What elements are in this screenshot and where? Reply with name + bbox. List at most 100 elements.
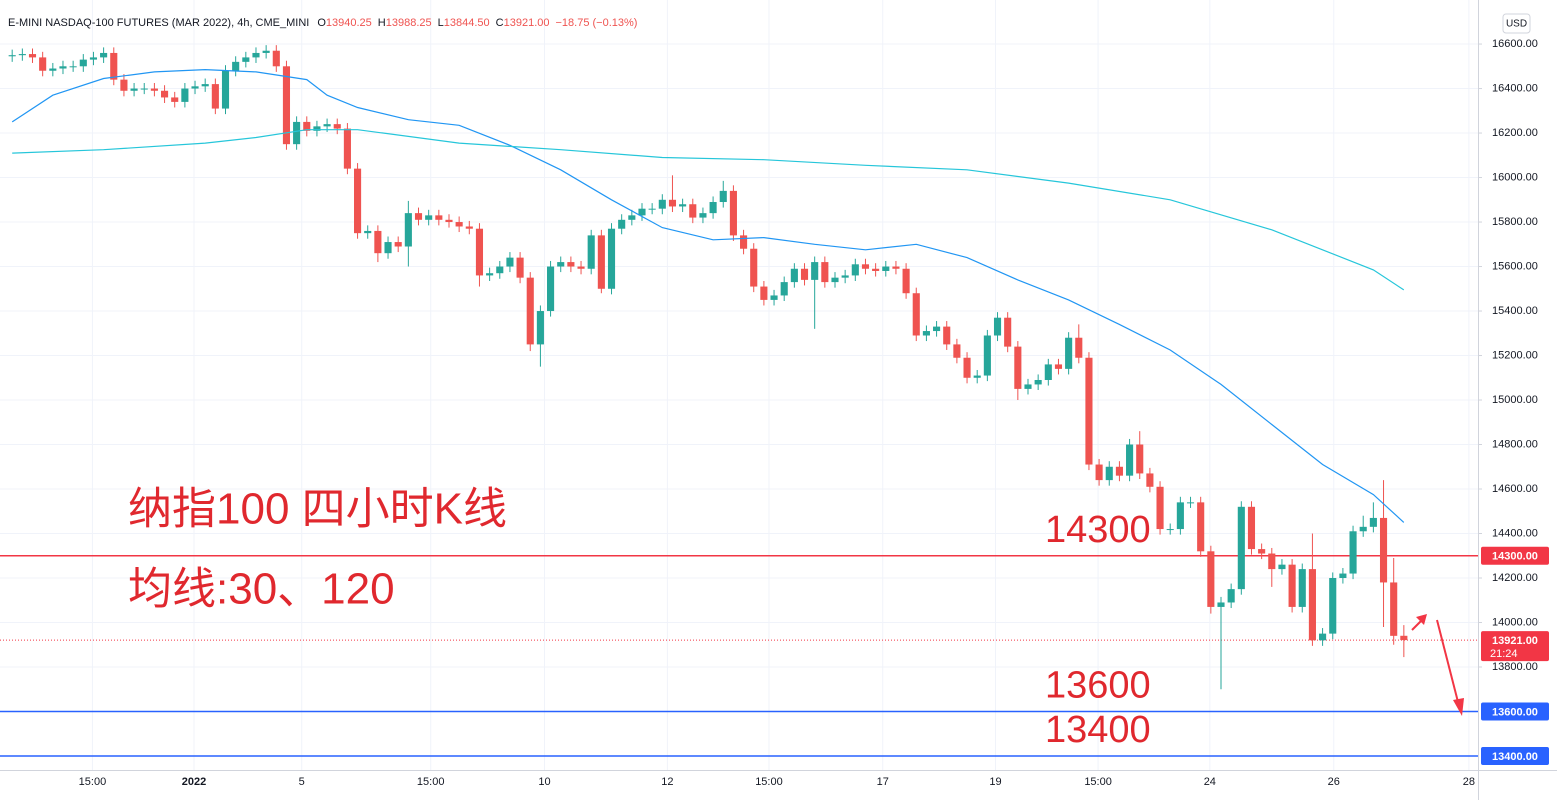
ohlc-value: 13940.25: [326, 17, 372, 29]
candle-body: [1115, 466, 1123, 476]
candle-body: [333, 124, 341, 129]
candle-body: [861, 264, 870, 269]
y-tick-label: 16600.00: [1492, 38, 1538, 50]
arrow-head: [1416, 614, 1427, 625]
candle-body: [1227, 589, 1235, 603]
candle-body: [1024, 384, 1032, 389]
x-tick-label: 5: [299, 776, 305, 788]
candle-body: [963, 357, 971, 378]
countdown: 21:24: [1490, 648, 1518, 660]
candle-body: [648, 208, 656, 210]
candle-body: [740, 235, 748, 249]
candle-body: [1390, 582, 1398, 636]
candle-body: [1044, 364, 1052, 380]
candle-body: [516, 257, 524, 278]
candle-body: [1085, 357, 1093, 465]
candle-body: [1349, 531, 1357, 574]
y-tick-label: 14600.00: [1492, 483, 1538, 495]
candle-body: [679, 204, 687, 207]
candle-body: [39, 57, 47, 71]
last-price-label: 13921.00: [1492, 635, 1538, 647]
candle-body: [536, 311, 544, 345]
currency-button[interactable]: USD: [1502, 13, 1531, 34]
candle-body: [1075, 337, 1083, 358]
candle-body: [638, 208, 646, 216]
candle-body: [1247, 506, 1256, 550]
candle-body: [242, 57, 250, 62]
y-tick-label: 15200.00: [1492, 349, 1538, 361]
candle-body: [394, 242, 402, 247]
arrow-head: [1453, 698, 1464, 716]
candle-body: [1034, 379, 1042, 385]
candle-body: [882, 266, 890, 271]
candle-body: [130, 88, 138, 91]
level-axis-label: 14300.00: [1492, 551, 1538, 563]
level-axis-box: [1481, 546, 1549, 565]
candle-body: [1268, 553, 1276, 570]
candle-body: [1065, 337, 1073, 369]
candle-body: [445, 219, 453, 223]
candle-body: [282, 66, 291, 145]
candle-body: [526, 277, 534, 345]
currency-label[interactable]: USD: [1506, 19, 1527, 30]
candle-body: [404, 213, 412, 247]
candle-body: [953, 344, 961, 358]
candle-body: [628, 215, 636, 220]
candle-body: [780, 282, 788, 296]
candle-body: [709, 202, 717, 214]
candle-body: [547, 266, 555, 312]
candle-body: [1156, 486, 1164, 530]
candle-body: [1136, 444, 1144, 474]
ohlc-label: L: [438, 17, 444, 29]
candle-body: [110, 52, 118, 80]
candle-body: [567, 262, 575, 267]
y-tick-label: 14000.00: [1492, 616, 1538, 628]
ohlc-value: 13921.00: [504, 17, 550, 29]
candle-body: [1207, 551, 1215, 607]
candle-body: [1237, 506, 1245, 590]
candle-body: [658, 199, 666, 209]
y-tick-label: 14200.00: [1492, 572, 1538, 584]
candle-body: [221, 70, 230, 109]
candle-body: [872, 268, 880, 271]
candle-body: [1379, 517, 1388, 583]
level-axis-label: 13400.00: [1492, 751, 1538, 763]
candle-body: [18, 54, 26, 56]
candle-body: [120, 79, 128, 91]
candle-body: [770, 295, 778, 300]
ohlc-value: 13844.50: [444, 17, 490, 29]
candle-body: [1217, 602, 1225, 607]
header: E-MINI NASDAQ-100 FUTURES (MAR 2022), 4h…: [8, 17, 637, 29]
candle-body: [161, 90, 169, 98]
candle-body: [1095, 464, 1103, 481]
x-tick-label: 19: [989, 776, 1001, 788]
arrows: [1411, 614, 1464, 716]
candle-body: [191, 86, 199, 89]
level-axis-label: 13600.00: [1492, 706, 1538, 718]
candle-body: [364, 230, 372, 234]
ohlc-label: O: [317, 17, 326, 29]
candle-body: [831, 277, 839, 283]
candle-body: [933, 326, 941, 332]
candle-body: [811, 262, 819, 280]
candle-body: [303, 121, 311, 131]
arrow-down: [1436, 619, 1459, 703]
ohlc-value: 13988.25: [386, 17, 432, 29]
candle-body: [1339, 573, 1347, 579]
annotation: 纳指100 四小时K线: [128, 485, 507, 534]
annotation: 均线:30、120: [128, 565, 395, 614]
level-axis-box: [1481, 746, 1549, 765]
y-tick-label: 16400.00: [1492, 82, 1538, 94]
candle-body: [1176, 502, 1184, 530]
candle-body: [902, 268, 910, 294]
candle-body: [1105, 466, 1113, 481]
candle-body: [496, 266, 504, 274]
currency-box[interactable]: [1502, 13, 1531, 34]
x-tick-label: 2022: [182, 776, 206, 788]
candle-body: [1288, 564, 1296, 607]
candle-body: [1186, 502, 1195, 504]
y-tick-label: 15400.00: [1492, 305, 1538, 317]
y-tick-label: 14800.00: [1492, 438, 1538, 450]
